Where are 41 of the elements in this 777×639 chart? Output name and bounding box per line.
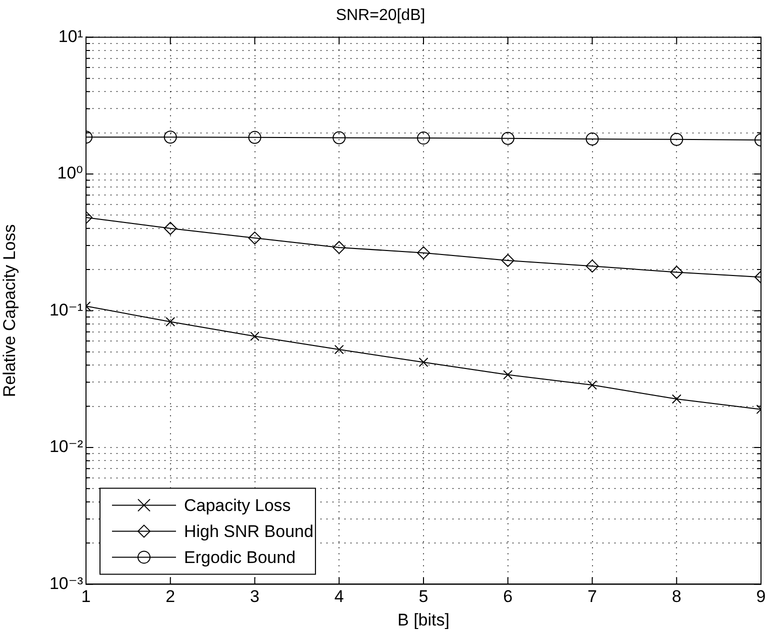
- x-tick-label: 3: [250, 587, 260, 606]
- x-tick-label: 5: [418, 587, 428, 606]
- point: [248, 130, 262, 144]
- point: [503, 370, 513, 380]
- point: [417, 132, 430, 145]
- y-tick-label: 10⁻²: [49, 437, 84, 456]
- point: [501, 132, 514, 145]
- point: [332, 240, 346, 254]
- x-tick-label: 2: [166, 587, 176, 606]
- point: [586, 132, 599, 146]
- x-tick-label: 4: [334, 587, 344, 606]
- legend-label: Capacity Loss: [184, 496, 291, 515]
- legend-label: High SNR Bound: [184, 522, 314, 541]
- legend-label: Ergodic Bound: [184, 548, 296, 567]
- point: [248, 232, 262, 245]
- x-axis-title: B [bits]: [398, 610, 450, 630]
- point: [250, 332, 260, 342]
- y-tick-label: 10⁻¹: [49, 300, 84, 320]
- point: [164, 222, 177, 235]
- point: [334, 344, 344, 354]
- point: [588, 380, 597, 390]
- x-tick-label: 9: [756, 587, 766, 606]
- point: [501, 254, 514, 267]
- chart-title: SNR=20[dB]: [336, 7, 426, 24]
- y-axis-title: Relative Capacity Loss: [0, 224, 19, 398]
- point: [670, 266, 684, 279]
- x-tick-label: 6: [503, 587, 513, 606]
- y-tick-label: 10¹: [58, 26, 84, 46]
- point: [586, 260, 599, 273]
- point: [670, 132, 684, 146]
- point: [418, 357, 428, 367]
- point: [417, 246, 430, 260]
- x-tick-label: 1: [81, 587, 91, 606]
- point: [332, 131, 346, 144]
- x-tick-label: 7: [588, 587, 597, 606]
- point: [166, 317, 176, 327]
- y-tick-label: 10⁻³: [49, 574, 84, 593]
- x-tick-label: 8: [672, 587, 682, 606]
- y-tick-label: 10⁰: [57, 164, 84, 183]
- point: [672, 394, 682, 404]
- point: [164, 130, 177, 144]
